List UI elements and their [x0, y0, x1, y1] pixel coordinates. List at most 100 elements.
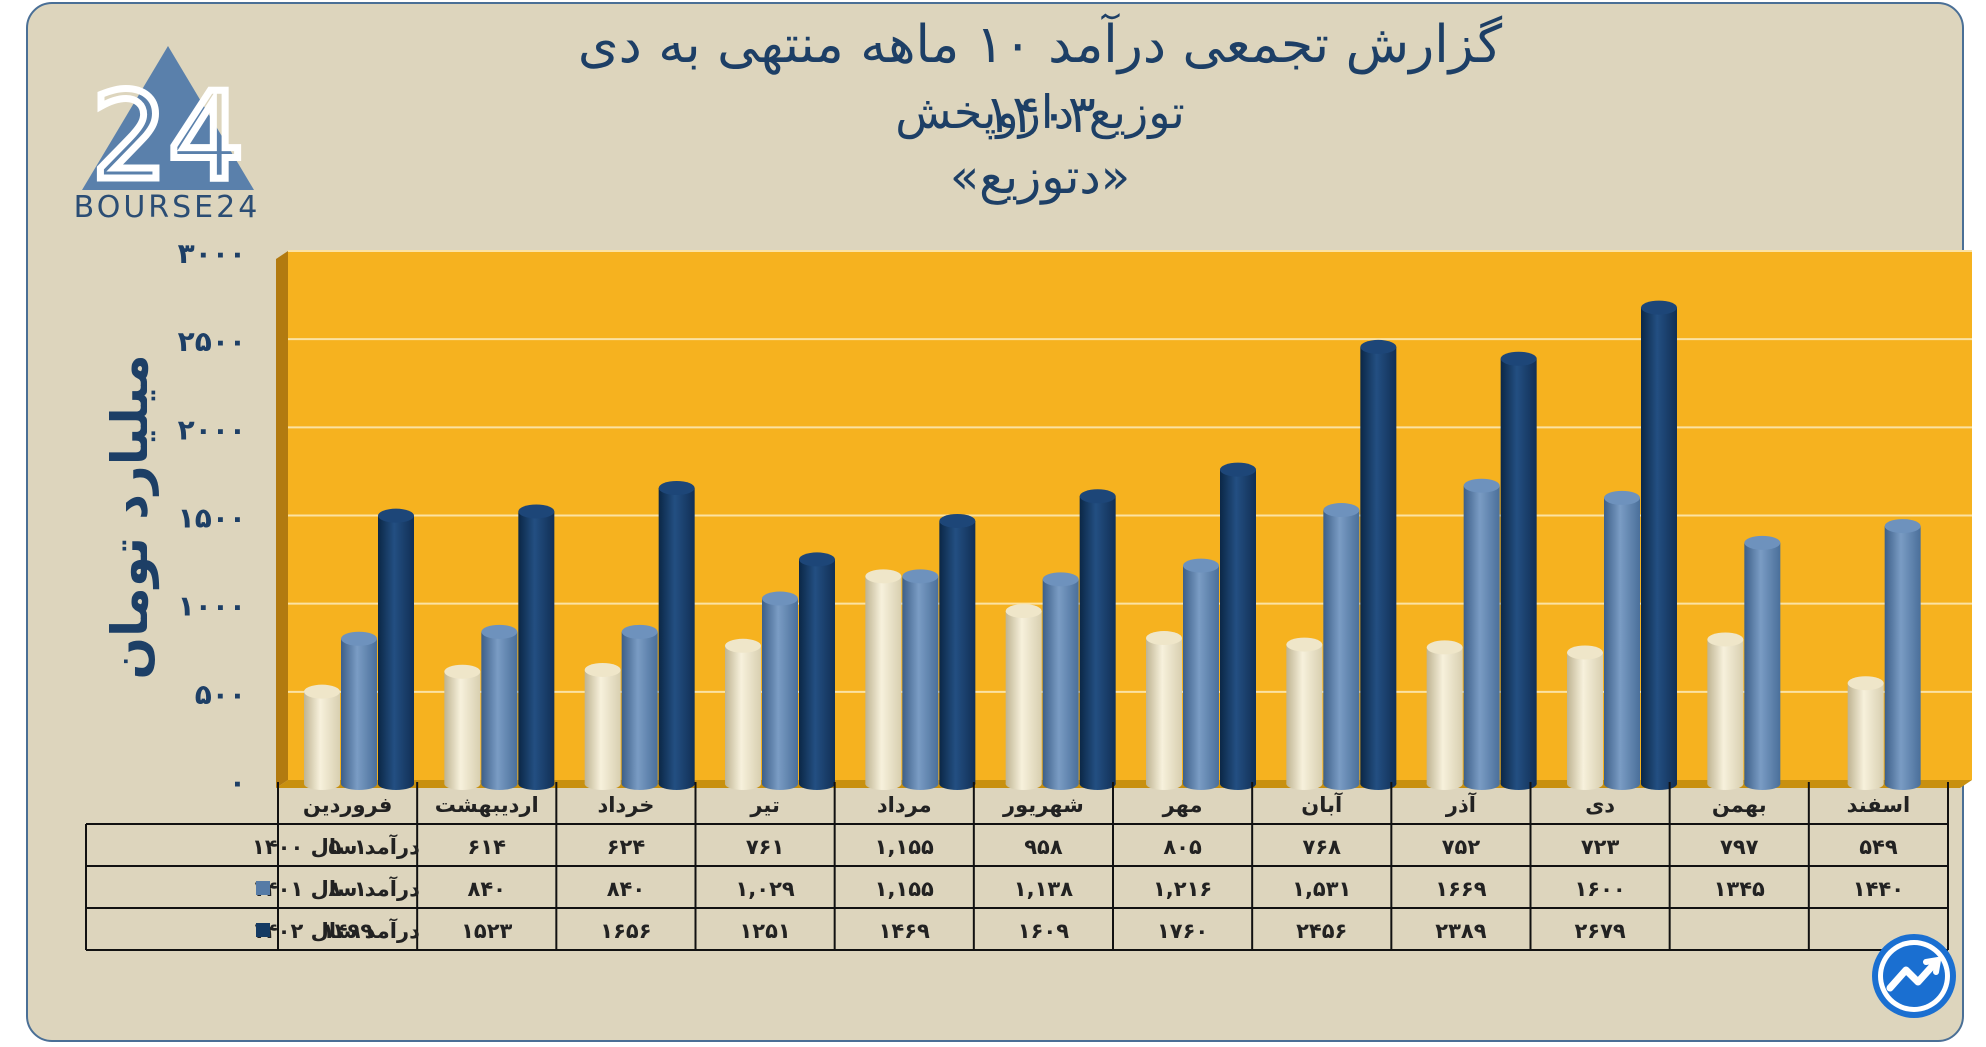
legend-label: درآمد سال ۱۴۰۰: [252, 834, 420, 859]
x-tick-label: مرداد: [877, 793, 932, 817]
bar-cap: [304, 684, 340, 699]
data-label: ۱۴۴۰: [1853, 877, 1904, 901]
chart-title: گزارش تجمعی درآمد ۱۰ ماهه منتهی به دی ۱۴…: [577, 15, 1503, 145]
bar-cap: [939, 513, 976, 528]
bar: [1884, 526, 1921, 784]
bar-cap: [518, 504, 555, 519]
bar-cap: [1884, 519, 1921, 534]
data-label: ۷۲۳: [1581, 835, 1620, 859]
trend-badge-icon: [1870, 932, 1958, 1020]
y-tick-label: ۳۰۰۰: [178, 237, 246, 270]
bar-cap: [902, 569, 939, 584]
bar-cap: [1183, 558, 1219, 573]
bar-base: [584, 778, 621, 790]
bar-base: [1641, 778, 1677, 790]
bar-cap: [1707, 632, 1744, 647]
bar-base: [341, 778, 377, 790]
bar-base: [1744, 778, 1781, 790]
bar: [1005, 611, 1042, 784]
bar-base: [444, 778, 481, 790]
data-label: ۱۴۹۹: [322, 919, 373, 943]
bar-cap: [481, 624, 518, 639]
data-label: ۷۵۲: [1442, 835, 1481, 859]
bar-cap: [1463, 478, 1500, 493]
bar: [939, 520, 976, 784]
plot-side-wall: [276, 251, 288, 788]
bar: [865, 576, 902, 784]
x-tick-label: فروردین: [303, 793, 393, 817]
x-tick-label: شهریور: [1002, 793, 1084, 817]
bar: [1286, 644, 1323, 784]
x-tick-label: تیر: [749, 793, 780, 817]
bar-cap: [1005, 604, 1042, 619]
x-tick-label: خرداد: [597, 793, 654, 817]
bar-base: [1323, 778, 1360, 790]
bar-cap: [1426, 640, 1463, 655]
data-label: ۱,۱۵۵: [875, 835, 934, 859]
legend-swatch: [256, 923, 270, 937]
bar-cap: [658, 480, 695, 495]
data-label: ۱۷۶۰: [1157, 919, 1208, 943]
data-label: ۸۴۰: [607, 877, 645, 901]
data-label: ۱۶۵۶: [600, 919, 651, 943]
data-label: ۷۶۸: [1303, 835, 1342, 859]
bar: [378, 515, 414, 784]
data-label: ۷۹۷: [1720, 835, 1759, 859]
bar-base: [481, 778, 518, 790]
bar-cap: [1079, 489, 1116, 504]
data-label: ۶۲۴: [607, 835, 646, 859]
x-tick-label: اسفند: [1847, 793, 1911, 817]
bar: [762, 598, 798, 784]
x-tick-label: مهر: [1162, 793, 1203, 817]
bar: [518, 511, 555, 784]
bar-cap: [1567, 645, 1603, 660]
bar: [481, 631, 518, 784]
data-label: ۶۱۴: [468, 835, 507, 859]
x-tick-label: آذر: [1445, 792, 1477, 817]
bar-base: [725, 778, 761, 790]
bar: [902, 576, 939, 784]
bar-cap: [1500, 351, 1537, 366]
legend-label: درآمد سال ۱۴۰۲: [252, 918, 420, 943]
data-label: ۷۶۱: [746, 835, 784, 859]
bar: [1146, 638, 1182, 784]
y-axis-label: میلیارد تومان: [101, 354, 159, 680]
bar-base: [1146, 778, 1182, 790]
bar-base: [378, 778, 414, 790]
company-ticker: «دتوزیع»: [949, 149, 1131, 205]
bar-base: [1220, 778, 1256, 790]
y-tick-label: ۲۰۰۰: [178, 413, 246, 446]
y-tick-label: ۵۰۰: [195, 678, 246, 711]
bar: [1426, 647, 1463, 784]
logo-mark: 24: [92, 68, 245, 207]
bar-cap: [1042, 572, 1079, 587]
bar-base: [1463, 778, 1500, 790]
data-label: ۱,۱۳۸: [1014, 877, 1073, 901]
bar-base: [1079, 778, 1116, 790]
y-tick-label: ۱۰۰۰: [178, 590, 246, 623]
x-tick-label: بهمن: [1712, 793, 1767, 817]
bar-cap: [1286, 637, 1323, 652]
data-label: ۱۶۰۰: [1574, 877, 1625, 901]
bar-cap: [378, 508, 414, 523]
data-label: ۵۴۹: [1859, 835, 1898, 859]
bar-cap: [799, 552, 835, 567]
data-label: ۱۶۰۹: [1018, 919, 1069, 943]
bar-base: [799, 778, 835, 790]
bar: [621, 631, 658, 784]
bar: [1567, 652, 1603, 784]
bar-cap: [1604, 490, 1640, 505]
x-tick-label: آبان: [1301, 792, 1343, 817]
bar-base: [658, 778, 695, 790]
bar: [658, 487, 695, 784]
x-tick-label: دی: [1585, 793, 1615, 817]
data-label: ۹۵۸: [1024, 835, 1063, 859]
bar-cap: [1641, 300, 1677, 315]
data-label: ۵۰۱: [328, 835, 366, 859]
bar-cap: [1220, 462, 1256, 477]
bar-base: [1567, 778, 1603, 790]
bar-base: [1005, 778, 1042, 790]
bar-cap: [762, 591, 798, 606]
data-label: ۸۴۰: [468, 877, 506, 901]
bar-cap: [1744, 535, 1781, 550]
